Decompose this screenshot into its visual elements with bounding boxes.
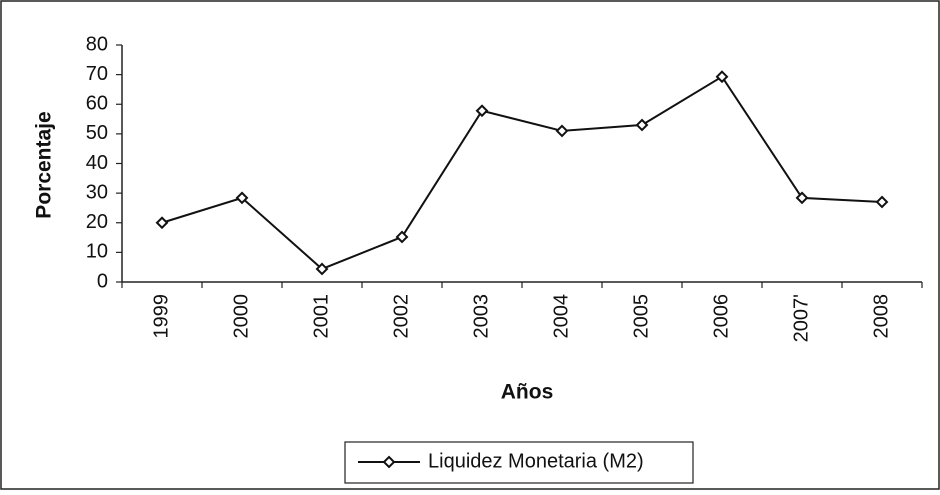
x-tick-label: 2000 (230, 294, 252, 339)
y-tick-label: 20 (86, 211, 108, 233)
data-marker (155, 216, 169, 230)
x-tick-label: 2002 (390, 294, 412, 339)
series-line (161, 75, 883, 271)
legend-marker (382, 455, 396, 469)
y-tick-label: 40 (86, 152, 108, 174)
y-tick-label: 50 (86, 122, 108, 144)
x-tick-label: 1999 (150, 294, 172, 339)
x-tick-label: 2007' (790, 294, 812, 342)
data-marker (475, 104, 489, 118)
y-tick-label: 60 (86, 93, 108, 115)
y-axis-title: Porcentaje (33, 111, 56, 218)
y-tick-label: 30 (86, 181, 108, 203)
data-marker (795, 191, 809, 205)
y-tick-label: 80 (86, 33, 108, 55)
x-tick-label: 2006 (710, 294, 732, 339)
data-marker (235, 191, 249, 205)
x-tick-label: 2004 (550, 294, 572, 339)
data-marker (555, 124, 569, 138)
x-tick-label: 2001 (310, 294, 332, 339)
legend-label: Liquidez Monetaria (M2) (428, 450, 644, 472)
y-tick-label: 10 (86, 241, 108, 263)
x-axis-title: Años (501, 381, 554, 404)
y-tick-label: 0 (97, 270, 108, 292)
data-marker (315, 262, 329, 276)
data-marker (875, 195, 889, 209)
x-tick-label: 2003 (470, 294, 492, 339)
data-marker (635, 118, 649, 132)
data-marker (395, 230, 409, 244)
y-tick-label: 70 (86, 63, 108, 85)
x-tick-label: 2008 (870, 294, 892, 339)
x-tick-label: 2005 (630, 294, 652, 339)
data-marker (715, 70, 729, 84)
